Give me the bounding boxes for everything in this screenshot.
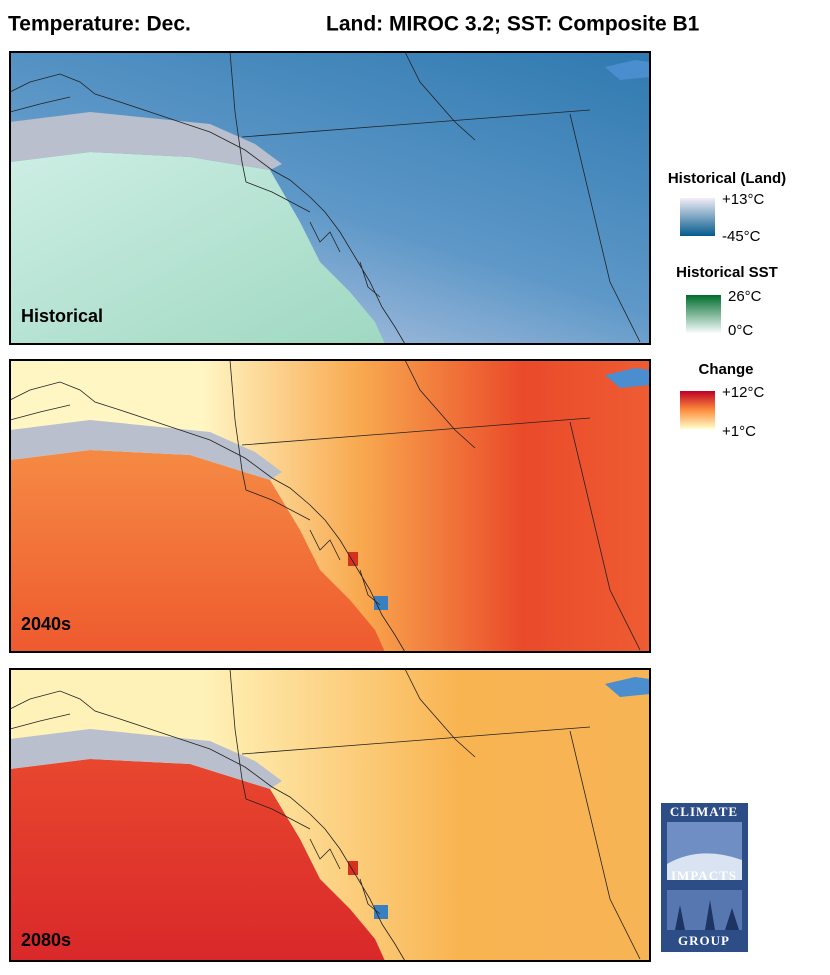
map-panel: 2080s bbox=[9, 668, 651, 962]
legend-title: Historical SST bbox=[676, 264, 778, 281]
color-bar bbox=[686, 295, 721, 333]
logo-text: IMPACTS bbox=[671, 868, 737, 883]
legend-title: Change bbox=[698, 361, 753, 378]
color-bar bbox=[680, 198, 715, 236]
panel-label: Historical bbox=[21, 306, 103, 326]
logo: CLIMATE IMPACTS GROUP bbox=[661, 803, 748, 952]
subtitle: Land: MIROC 3.2; SST: Composite B1 bbox=[326, 13, 700, 36]
logo-text: CLIMATE bbox=[670, 804, 738, 819]
legend-min: -45°C bbox=[722, 228, 761, 245]
color-bar bbox=[680, 391, 715, 429]
legend-min: +1°C bbox=[722, 423, 756, 440]
legend-max: +12°C bbox=[722, 384, 764, 401]
legend-max: +13°C bbox=[722, 191, 764, 208]
title: Temperature: Dec. bbox=[8, 13, 191, 36]
panel-label: 2080s bbox=[21, 930, 71, 950]
legend-title: Historical (Land) bbox=[668, 170, 786, 187]
map-panel: Historical bbox=[9, 51, 651, 345]
map-panel: 2040s bbox=[9, 359, 651, 653]
logo-text: GROUP bbox=[678, 933, 730, 948]
legend: Historical (Land) +13°C -45°C Historical… bbox=[668, 170, 786, 440]
legend-max: 26°C bbox=[728, 288, 762, 305]
panel-label: 2040s bbox=[21, 614, 71, 634]
legend-min: 0°C bbox=[728, 322, 753, 339]
